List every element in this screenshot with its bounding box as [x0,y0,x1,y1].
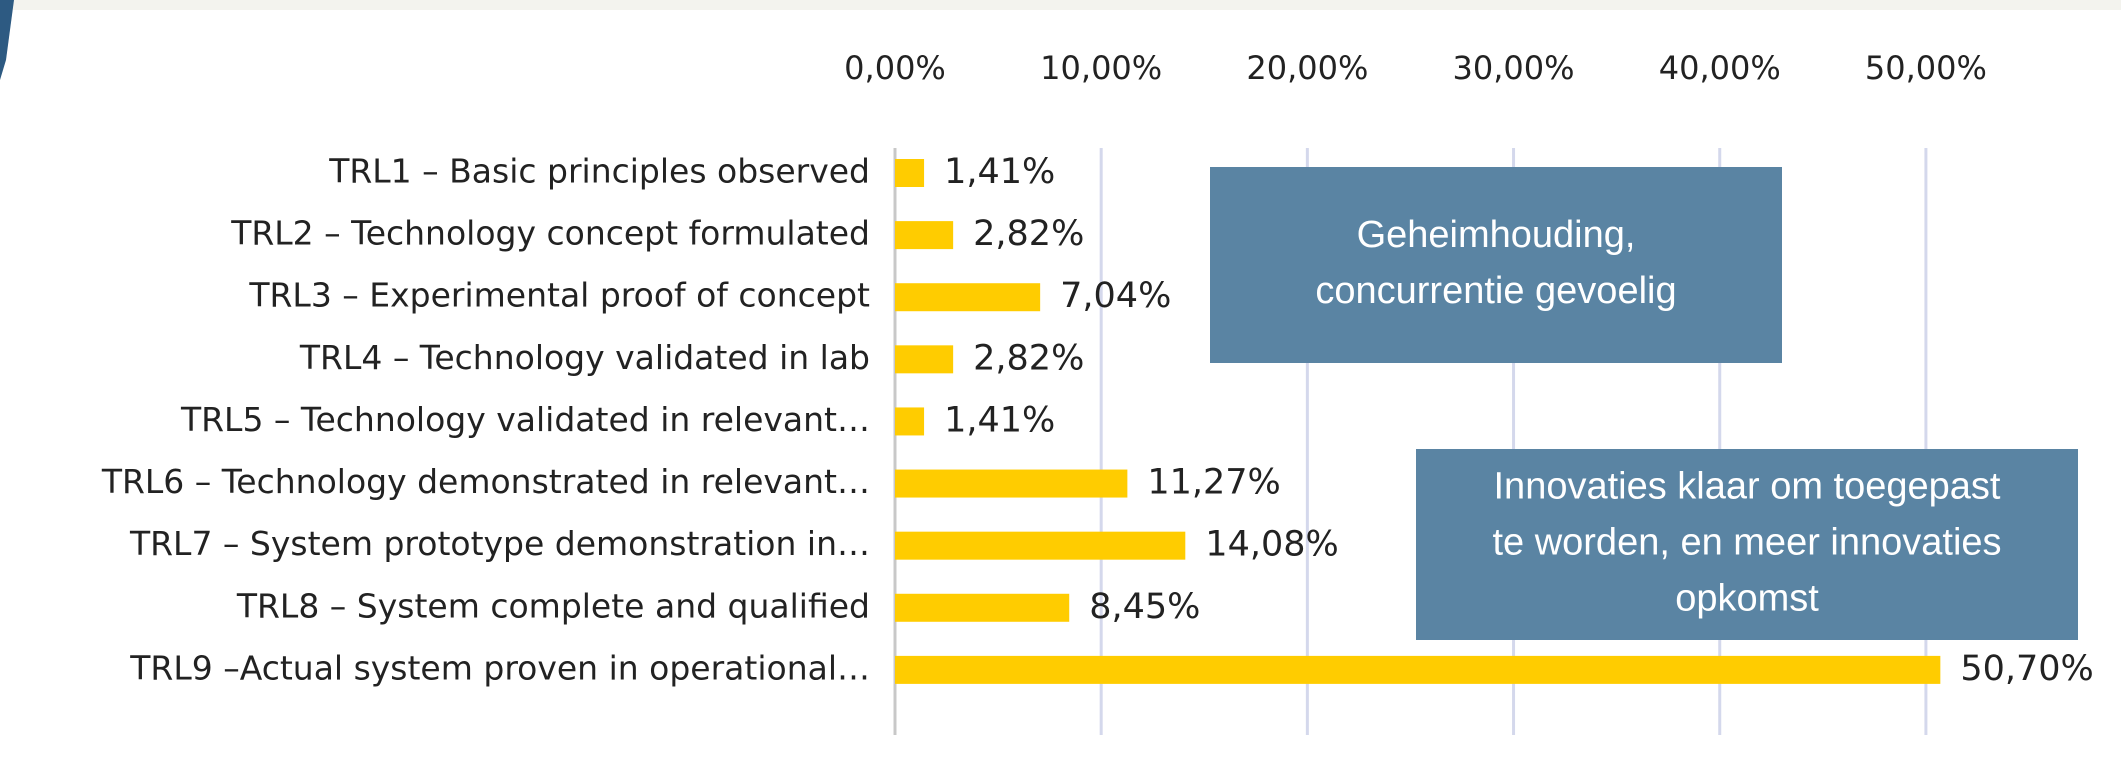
x-tick-label: 40,00% [1659,49,1781,87]
x-tick-label: 50,00% [1865,49,1987,87]
bar [895,283,1041,312]
data-label: 8,45% [1089,587,1200,627]
data-label: 14,08% [1205,525,1338,565]
bar [895,593,1070,622]
bar [895,407,925,436]
bar [895,655,1941,684]
annotation-box [1210,167,1782,363]
y-tick-label: TRL6 – Technology demonstrated in releva… [101,462,870,501]
annotation-box [1416,449,2078,640]
y-tick-label: TRL8 – System complete and qualified [236,586,870,625]
annotation-text: opkomst [1675,578,1819,620]
annotation-text: Geheimhouding, [1357,214,1636,256]
corner-decoration [0,0,14,80]
annotation-text: Innovaties klaar om toegepast [1494,466,2001,508]
annotation-text: te worden, en meer innovaties [1492,522,2001,564]
y-tick-label: TRL1 – Basic principles observed [328,152,870,191]
x-tick-label: 30,00% [1453,49,1575,87]
data-label: 1,41% [944,152,1055,192]
data-label: 2,82% [973,338,1084,378]
data-label: 1,41% [944,400,1055,440]
bar [895,469,1128,498]
y-tick-label: TRL7 – System prototype demonstration in… [129,524,870,563]
x-tick-label: 0,00% [844,49,946,87]
annotation-text: concurrentie gevoelig [1315,270,1676,312]
x-tick-label: 10,00% [1040,49,1162,87]
top-strip [0,0,2121,10]
bar [895,159,925,187]
bar [895,531,1186,560]
bar [895,345,954,374]
data-label: 11,27% [1147,463,1280,503]
data-label: 7,04% [1060,276,1171,316]
plot [895,159,1941,684]
y-tick-label: TRL5 – Technology validated in relevant… [180,400,870,439]
data-label: 2,82% [973,214,1084,254]
y-tick-label: TRL2 – Technology concept formulated [230,214,870,253]
data-label: 50,70% [1960,649,2093,689]
y-tick-label: TRL3 – Experimental proof of concept [248,276,870,315]
x-tick-label: 20,00% [1246,49,1368,87]
bar [895,221,954,250]
y-tick-label: TRL4 – Technology validated in lab [299,338,870,377]
y-tick-label: TRL9 –Actual system proven in operationa… [129,648,870,687]
